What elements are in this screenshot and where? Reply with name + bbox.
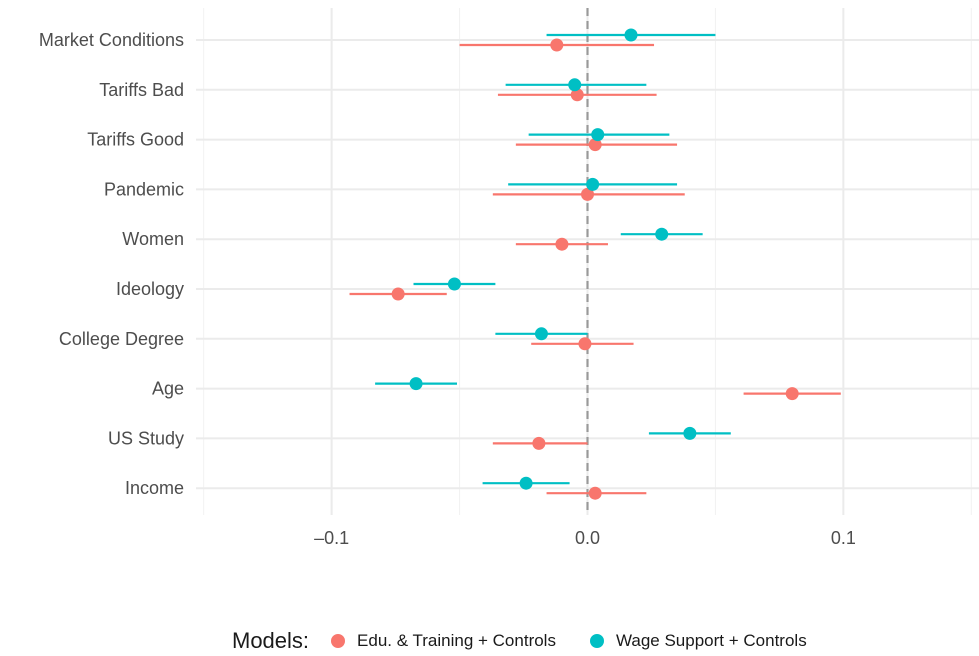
point-estimate-wage-support: [447, 277, 461, 291]
y-tick-label: Tariffs Bad: [99, 80, 184, 100]
y-tick-label: Market Conditions: [39, 30, 184, 50]
point-estimate-wage-support: [409, 377, 423, 391]
legend-item-edu-training: Edu. & Training + Controls: [323, 631, 556, 651]
point-estimate-edu-training: [570, 88, 584, 102]
point-estimate-wage-support: [534, 327, 548, 341]
x-tick-label: 0.1: [831, 528, 856, 548]
legend-item-wage-support: Wage Support + Controls: [582, 631, 807, 651]
minor-gridlines: [203, 8, 972, 515]
y-tick-label: Ideology: [116, 279, 184, 299]
legend-title: Models:: [232, 628, 310, 653]
y-tick-label: US Study: [108, 428, 184, 448]
point-estimate-edu-training: [588, 486, 602, 500]
legend-key-edu-training: [331, 634, 346, 648]
y-tick-label: Pandemic: [104, 179, 184, 199]
point-estimate-edu-training: [532, 436, 546, 450]
point-estimate-edu-training: [578, 337, 592, 351]
point-estimate-wage-support: [683, 426, 697, 440]
coefficient-marks: [349, 28, 841, 500]
y-tick-label: Tariffs Good: [87, 130, 184, 150]
y-tick-label: Women: [122, 229, 184, 249]
point-estimate-edu-training: [555, 237, 569, 251]
point-estimate-wage-support: [519, 476, 533, 490]
point-estimate-edu-training: [550, 38, 564, 52]
coefficient-plot: Market Conditions Tariffs Bad Tariffs Good…: [39, 8, 979, 548]
point-estimate-edu-training: [785, 387, 799, 401]
point-estimate-wage-support: [568, 78, 582, 92]
point-estimate-edu-training: [588, 138, 602, 152]
point-estimate-edu-training: [391, 287, 405, 301]
point-estimate-wage-support: [655, 227, 669, 241]
y-tick-label: Age: [152, 379, 184, 399]
legend-label-wage-support: Wage Support + Controls: [615, 631, 807, 650]
point-estimate-wage-support: [591, 128, 605, 142]
x-axis-tick-labels: –0.1 0.0 0.1: [314, 528, 856, 548]
x-tick-label: 0.0: [575, 528, 600, 548]
legend: Models: Edu. & Training + Controls Wage …: [232, 626, 833, 656]
point-estimate-wage-support: [624, 28, 638, 42]
y-tick-label: College Degree: [59, 329, 184, 349]
legend-key-wage-support: [589, 634, 604, 648]
point-estimate-wage-support: [586, 177, 600, 191]
y-tick-label: Income: [125, 478, 184, 498]
x-tick-label: –0.1: [314, 528, 349, 548]
point-estimate-edu-training: [581, 187, 594, 201]
legend-label-edu-training: Edu. & Training + Controls: [357, 631, 556, 650]
y-axis-labels: Market Conditions Tariffs Bad Tariffs Good…: [39, 30, 184, 498]
